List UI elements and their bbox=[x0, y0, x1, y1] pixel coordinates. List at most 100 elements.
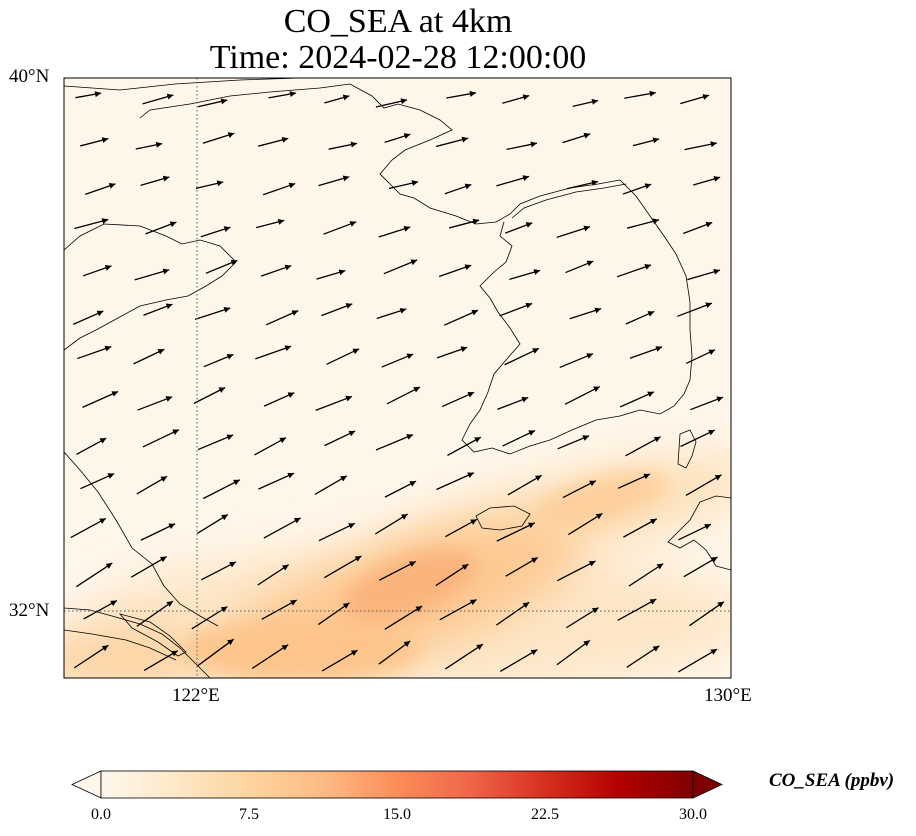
wind-arrow-head bbox=[96, 310, 104, 317]
wind-arrow-shaft bbox=[439, 599, 477, 621]
coastlines bbox=[64, 78, 731, 678]
wind-arrow-shaft bbox=[445, 643, 484, 670]
wind-arrow-head bbox=[227, 132, 235, 138]
wind-arrow-head bbox=[229, 561, 236, 568]
wind-arrow-shaft bbox=[499, 649, 538, 673]
colorbar-extend-low bbox=[71, 770, 102, 799]
coastline-liaoning bbox=[64, 78, 511, 225]
colorbar-tick-30: 30.0 bbox=[679, 806, 707, 823]
map-frame bbox=[63, 77, 732, 679]
wind-arrow-head bbox=[157, 349, 165, 355]
wind-arrow-head bbox=[716, 396, 724, 403]
wind-arrow-head bbox=[652, 137, 660, 144]
wind-arrow-head bbox=[399, 307, 407, 314]
wind-arrow-head bbox=[702, 94, 710, 100]
wind-arrow-head bbox=[287, 392, 295, 398]
wind-arrow-head bbox=[108, 183, 116, 189]
wind-arrow-head bbox=[279, 437, 287, 444]
wind-arrow-head bbox=[168, 523, 176, 530]
wind-arrow-head bbox=[655, 346, 663, 352]
wind-arrow-head bbox=[643, 473, 651, 480]
wind-arrow-head bbox=[476, 644, 483, 650]
wind-arrow-head bbox=[647, 311, 655, 317]
wind-vectors bbox=[70, 90, 725, 673]
wind-arrow-head bbox=[345, 303, 353, 309]
wind-arrow-head bbox=[527, 522, 535, 529]
wind-arrow-head bbox=[591, 607, 599, 614]
wind-arrow-head bbox=[469, 90, 476, 97]
wind-arrow-head bbox=[713, 176, 721, 182]
wind-arrow-shaft bbox=[196, 513, 229, 535]
wind-arrow-shaft bbox=[496, 522, 535, 542]
wind-arrow-shaft bbox=[130, 555, 167, 578]
wind-arrow-head bbox=[284, 345, 292, 352]
wind-arrow-shaft bbox=[143, 650, 179, 672]
wind-arrow-head bbox=[471, 309, 479, 316]
wind-arrow-shaft bbox=[680, 429, 716, 448]
wind-arrow-head bbox=[583, 640, 590, 647]
coastline-shandong bbox=[64, 223, 237, 351]
wind-arrow-head bbox=[99, 518, 106, 524]
wind-arrow-head bbox=[530, 141, 537, 148]
wind-arrow-head bbox=[342, 175, 350, 182]
wind-arrow-head bbox=[595, 513, 603, 520]
wind-arrow-head bbox=[710, 649, 718, 655]
wind-arrow-head bbox=[464, 264, 472, 271]
wind-arrow-head bbox=[589, 480, 596, 487]
wind-arrow-shaft bbox=[315, 395, 353, 412]
coastline-tsushima bbox=[677, 429, 697, 469]
wind-arrow-head bbox=[530, 649, 538, 656]
wind-arrow-head bbox=[165, 303, 173, 310]
wind-arrow-head bbox=[281, 136, 289, 143]
wind-arrow-head bbox=[593, 386, 600, 392]
wind-arrow-shaft bbox=[505, 556, 539, 577]
wind-arrow-head bbox=[409, 481, 417, 487]
wind-arrow-head bbox=[534, 475, 542, 481]
wind-arrow-head bbox=[226, 434, 234, 441]
wind-arrow-head bbox=[226, 353, 234, 360]
wind-arrow-head bbox=[352, 348, 360, 355]
wind-arrow-head bbox=[223, 307, 231, 313]
colorbar-tick-22-5: 22.5 bbox=[531, 806, 559, 823]
wind-arrow-head bbox=[406, 434, 413, 440]
wind-arrow-head bbox=[166, 601, 174, 608]
wind-arrow-head bbox=[413, 387, 420, 393]
wind-arrow-shaft bbox=[200, 561, 237, 581]
wind-arrow-head bbox=[409, 561, 416, 567]
colorbar-tick-0: 0.0 bbox=[91, 806, 111, 823]
wind-arrow-head bbox=[704, 524, 711, 530]
wind-arrow-head bbox=[281, 644, 289, 651]
wind-arrow-head bbox=[714, 474, 722, 481]
colorbar-gradient bbox=[100, 770, 694, 799]
coastline-jiangsu bbox=[64, 451, 219, 627]
wind-arrow-head bbox=[220, 98, 228, 105]
wind-arrow-head bbox=[467, 472, 474, 478]
y-tick-label-32n: 32°N bbox=[9, 600, 50, 621]
wind-arrow-head bbox=[647, 391, 654, 398]
wind-arrow-shaft bbox=[562, 480, 597, 499]
gridlines bbox=[64, 78, 731, 678]
coastline-jeju bbox=[475, 505, 531, 531]
wind-arrow-head bbox=[469, 599, 477, 606]
wind-arrow-head bbox=[94, 91, 102, 98]
wind-arrow-head bbox=[166, 93, 174, 100]
wind-arrow-head bbox=[653, 436, 661, 443]
wind-arrow-head bbox=[594, 307, 602, 314]
colorbar-tick-7-5: 7.5 bbox=[239, 806, 259, 823]
wind-arrow-head bbox=[287, 472, 295, 479]
wind-arrow-head bbox=[713, 268, 720, 275]
wind-arrow-head bbox=[338, 269, 346, 276]
wind-arrow-shaft bbox=[137, 396, 173, 411]
wind-arrow-shaft bbox=[386, 386, 421, 405]
wind-arrow-shaft bbox=[263, 517, 301, 539]
wind-arrow-head bbox=[350, 141, 358, 148]
wind-arrow-head bbox=[99, 438, 107, 444]
wind-arrow-head bbox=[586, 353, 594, 359]
wind-arrow-head bbox=[644, 264, 652, 270]
wind-arrow-head bbox=[415, 606, 423, 612]
wind-arrow-shaft bbox=[191, 606, 228, 630]
wind-arrow-shaft bbox=[683, 556, 718, 578]
wind-arrow-head bbox=[406, 353, 414, 360]
wind-arrow-head bbox=[354, 556, 362, 562]
wind-arrow-head bbox=[342, 94, 350, 101]
